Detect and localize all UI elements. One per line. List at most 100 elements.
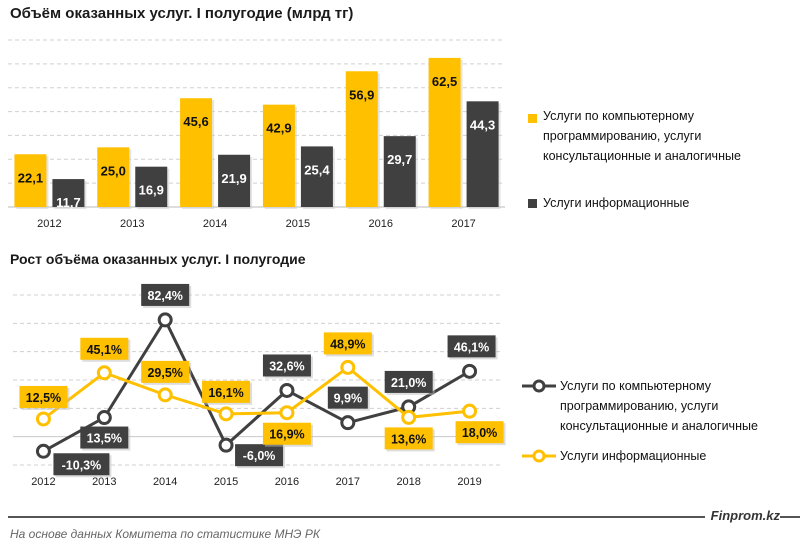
bar-value-label: 22,1 [18,170,43,185]
series-line-1 [42,365,470,421]
data-label-box [19,385,68,408]
data-label: 32,6% [269,359,304,373]
x-tick-label: 2013 [92,476,116,488]
bar-value-label: 11,7 [56,195,81,210]
data-point [96,365,112,381]
bar-2014-s0 [180,98,213,207]
data-label-box [141,283,190,306]
data-point [35,411,51,427]
data-point [218,437,234,453]
data-label: 13,6% [391,432,426,446]
data-label: 18,0% [462,426,497,440]
data-point [157,387,173,403]
data-point [340,359,356,375]
legend-text: консультационные и аналогичные [560,419,758,433]
bar-2015-s0 [262,104,295,207]
legend1-item-info: Услуги информационные [543,196,690,210]
legend1-item-computer: Услуги по компьютерному программированию… [543,106,741,166]
data-label-box [262,422,311,445]
bar-value-label: 16,9 [139,183,164,198]
bar-value-label: 44,3 [470,117,495,132]
bar-value-label: 62,5 [432,74,457,89]
data-label-box [384,370,433,393]
bar-2016-s1 [383,136,416,207]
data-label: 29,5% [147,366,182,380]
bar-value-label: 25,0 [101,163,126,178]
data-point [462,403,478,419]
data-label-box [455,421,504,444]
bar-value-label: 42,9 [266,121,291,136]
x-tick-label: 2014 [203,218,227,230]
data-label: 21,0% [391,376,426,390]
x-tick-label: 2012 [37,218,61,230]
x-tick-label: 2017 [336,476,360,488]
legend-text: программированию, услуги [560,399,719,413]
data-label-box [262,354,311,377]
bar-2014-s1 [218,154,251,207]
data-label-box [53,453,110,476]
footer-divider [8,516,800,518]
x-tick-label: 2018 [396,476,420,488]
brand-logo: Finprom.kz [704,508,780,523]
legend-text: консультационные и аналогичные [543,149,741,163]
data-label: 45,1% [87,343,122,357]
data-label-box [235,444,284,467]
bar-value-label: 21,9 [221,171,246,186]
data-label: -6,0% [243,449,276,463]
bar-2013-s1 [135,166,168,207]
data-point [96,410,112,426]
legend1-swatch-info [528,199,537,208]
data-label-box [327,386,368,409]
bar-2017-s1 [466,101,499,207]
data-point [35,443,51,459]
data-label-box [80,426,129,449]
legend-text: Услуги по компьютерному [560,379,711,393]
data-point [462,363,478,379]
legend2-marker-info [522,449,556,463]
x-tick-label: 2016 [275,476,299,488]
bar-2012-s1 [52,179,85,207]
x-tick-label: 2016 [369,218,393,230]
bar-2015-s1 [300,146,333,207]
data-point [401,409,417,425]
x-tick-label: 2019 [457,476,481,488]
legend2-marker-computer [522,379,556,393]
data-label-box [202,380,251,403]
data-point [340,415,356,431]
x-tick-label: 2017 [451,218,475,230]
line-chart-title: Рост объёма оказанных услуг. I полугодие [10,251,306,267]
bar-2017-s0 [428,57,461,208]
data-label: 82,4% [147,289,182,303]
data-point [157,312,173,328]
data-label-box [323,332,372,355]
data-label-box [80,337,129,360]
data-point [218,406,234,422]
legend-text: программированию, услуги [543,129,702,143]
data-point [279,405,295,421]
x-tick-label: 2015 [286,218,310,230]
x-tick-label: 2015 [214,476,238,488]
legend1-swatch-computer [528,114,537,123]
legend2-item-info: Услуги информационные [560,449,707,463]
x-tick-label: 2014 [153,476,177,488]
bar-value-label: 25,4 [304,162,330,177]
x-tick-label: 2013 [120,218,144,230]
data-label: 46,1% [454,340,489,354]
data-label: 13,5% [87,432,122,446]
data-label-box [141,360,190,383]
source-note: На основе данных Комитета по статистике … [10,527,320,541]
bar-2013-s0 [97,147,130,207]
x-tick-label: 2012 [31,476,55,488]
legend2-item-computer: Услуги по компьютерному программированию… [560,376,758,436]
bar-chart-title: Объём оказанных услуг. I полугодие (млрд… [10,5,354,22]
data-label-box [447,335,496,358]
data-label: 9,9% [334,392,363,406]
bar-value-label: 29,7 [387,152,412,167]
data-label: -10,3% [62,458,102,472]
legend-text: Услуги по компьютерному [543,109,694,123]
data-label: 48,9% [330,337,365,351]
data-label: 16,1% [208,386,243,400]
bar-2016-s0 [345,71,378,207]
